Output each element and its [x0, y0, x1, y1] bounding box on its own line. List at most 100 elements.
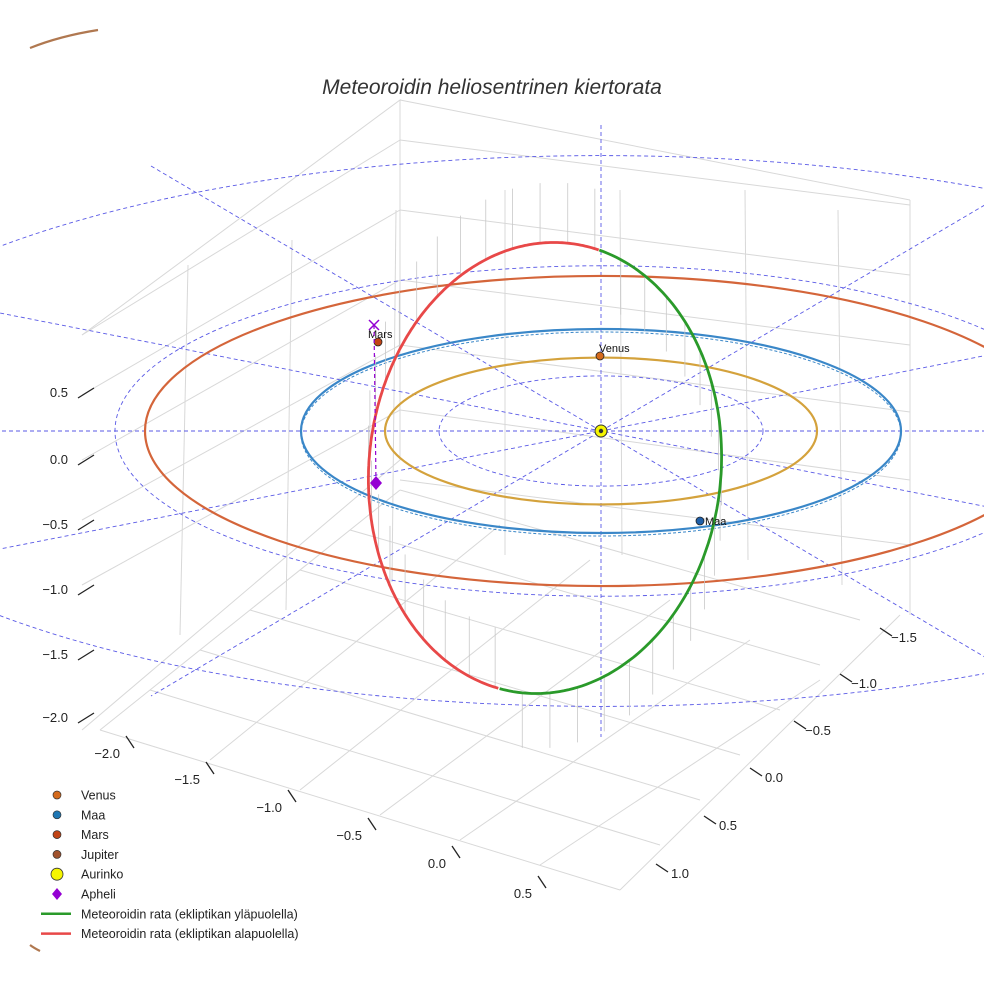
y-tick-label: −2.0 [94, 746, 120, 761]
grid-back-h [81, 209, 401, 396]
grid-back-v [744, 189, 749, 561]
bodies-layer: Venus Maa Mars [368, 319, 727, 528]
x-tick-label: −1.0 [851, 676, 877, 691]
y-tick-mark [205, 761, 215, 775]
marker-maa [695, 516, 705, 526]
meteoroid-orbit [366, 241, 724, 695]
grid-back-h [399, 344, 911, 413]
y-tick-mark [287, 789, 297, 803]
grid-floor [399, 489, 861, 621]
grid-back-h [399, 279, 911, 346]
z-tick-label: 0.5 [50, 385, 68, 400]
grid-floor [99, 489, 401, 731]
grid-top-edge [399, 99, 911, 201]
meteoroid-drop-lines [368, 183, 722, 748]
grid-floor [459, 639, 751, 841]
grid-back-h [81, 139, 401, 336]
grid-back-h [399, 139, 911, 206]
apheli-drop [373, 324, 377, 484]
x-tick-label: 1.0 [671, 866, 689, 881]
grid-floor [299, 559, 591, 791]
x-tick-mark [749, 767, 763, 777]
z-tick-mark [77, 649, 95, 661]
grid-floor [299, 569, 781, 711]
z-tick-mark [77, 584, 95, 596]
meteoroid-arc-above [499, 248, 724, 695]
y-tick-label: −0.5 [336, 828, 362, 843]
y-tick-label: 0.5 [514, 886, 532, 901]
legend-label: Maa [81, 808, 105, 822]
z-tick-label: −1.0 [42, 582, 68, 597]
grid-back-v [619, 189, 623, 556]
x-tick-label: 0.0 [765, 770, 783, 785]
grid-back-h [81, 344, 401, 521]
meteoroid-arc-below [366, 241, 600, 690]
grid-back-h [399, 209, 911, 276]
x-tick-mark [793, 720, 807, 730]
ecliptic-guides [0, 125, 984, 737]
label-mars: Mars [368, 329, 393, 341]
legend-marker [52, 888, 62, 900]
grid-back-v [391, 209, 397, 583]
x-tick-mark [839, 673, 853, 683]
legend: Venus Maa Mars Jupiter Aurinko Apheli Meteoroi… [41, 789, 298, 941]
orbit-maa-shadow [300, 331, 902, 537]
legend-marker [52, 810, 62, 820]
legend-label: Venus [81, 789, 116, 803]
axis-ticks: −2.0 −1.5 −1.0 −0.5 0.0 0.5 −2.0 −1.5 −1.0 −0.5 0.… [42, 385, 917, 901]
grid-left-wall [81, 99, 401, 731]
orbit-jupiter-fragment [29, 28, 99, 50]
sun-marker-center [598, 428, 604, 434]
guide-radial [150, 204, 984, 697]
z-tick-mark [77, 454, 95, 466]
y-tick-mark [125, 735, 135, 749]
y-tick-mark [367, 817, 377, 831]
grid-back-h [81, 409, 401, 586]
legend-label: Mars [81, 828, 109, 842]
legend-marker [52, 850, 62, 859]
grid-back-h [399, 479, 911, 546]
y-tick-label: −1.5 [174, 772, 200, 787]
legend-marker [52, 830, 62, 839]
apheli-top-marker [368, 319, 380, 331]
guide-radial [150, 165, 984, 658]
grid-back-h [399, 409, 911, 481]
grid-floor [539, 679, 821, 866]
grid-floor [619, 614, 901, 891]
grid-back-v [837, 209, 843, 586]
x-tick-label: −1.5 [891, 630, 917, 645]
legend-label: Jupiter [81, 848, 119, 862]
legend-label: Meteoroidin rata (ekliptikan yläpuolella… [81, 907, 298, 921]
y-tick-mark [537, 875, 547, 889]
legend-marker [52, 790, 62, 800]
y-tick-label: 0.0 [428, 856, 446, 871]
grid-floor [199, 649, 701, 801]
grid-floor [149, 689, 661, 846]
x-tick-mark [655, 863, 669, 873]
x-tick-label: −0.5 [805, 723, 831, 738]
z-tick-label: −2.0 [42, 710, 68, 725]
guide-ellipse [438, 375, 764, 487]
legend-label: Aurinko [81, 868, 123, 882]
chart-title: Meteoroidin heliosentrinen kiertorata [322, 76, 662, 99]
grid-floor [99, 729, 621, 891]
z-tick-mark [77, 519, 95, 531]
y-tick-mark [451, 845, 461, 859]
x-tick-mark [703, 815, 717, 825]
x-tick-label: 0.5 [719, 818, 737, 833]
grid-floor [349, 529, 821, 666]
grid-back-v [285, 239, 293, 611]
label-venus: Venus [599, 343, 630, 355]
x-tick-mark [879, 627, 893, 637]
z-tick-mark [77, 712, 95, 724]
legend-label: Meteoroidin rata (ekliptikan alapuolella… [81, 927, 298, 941]
legend-label: Apheli [81, 888, 116, 902]
grid-back-v [179, 264, 189, 636]
apheli-marker [370, 476, 382, 490]
grid-back-h [81, 279, 401, 461]
z-tick-label: −0.5 [42, 517, 68, 532]
orbit-jupiter-fragment [29, 944, 41, 952]
z-tick-mark [77, 387, 95, 399]
label-maa: Maa [705, 516, 727, 528]
